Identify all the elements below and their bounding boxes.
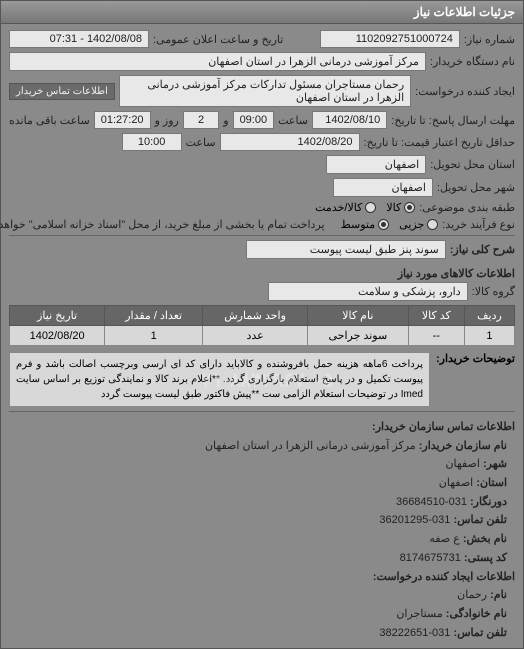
req-tel: 031-38222651	[379, 627, 450, 639]
table-header-row: ردیف کد کالا نام کالا واحد شمارش تعداد /…	[10, 306, 515, 326]
buyer-notes-text: پرداخت 6ماهه هزینه حمل بافروشنده و کالاب…	[9, 352, 430, 407]
th-qty: تعداد / مقدار	[105, 306, 203, 326]
fax-label: دورنگار:	[470, 496, 507, 508]
process-radio-group: جزیی متوسط	[341, 218, 439, 231]
contact-block: اطلاعات تماس سازمان خریدار: نام سازمان خ…	[9, 418, 515, 642]
tel: 031-36201295	[379, 514, 450, 526]
request-number-label: شماره نیاز:	[464, 33, 515, 46]
td-date: 1402/08/20	[10, 326, 105, 346]
panel-title: جزئیات اطلاعات نیاز	[1, 1, 523, 24]
radio-jozei[interactable]: جزیی	[399, 218, 438, 231]
org-name: مرکز آموزشی درمانی الزهرا در استان اصفها…	[205, 440, 416, 452]
req-tel-label: تلفن تماس:	[453, 627, 507, 639]
postal-label: کد پستی:	[464, 552, 507, 564]
buyer-notes-row: توضیحات خریدار: پرداخت 6ماهه هزینه حمل ب…	[9, 352, 515, 407]
th-name: نام کالا	[308, 306, 409, 326]
province-value: اصفهان	[326, 155, 426, 174]
validity-label: حداقل تاریخ اعتبار قیمت: تا تاریخ:	[364, 136, 515, 149]
city-label: شهر محل تحویل:	[437, 181, 515, 194]
radio-dot-icon	[427, 219, 438, 230]
time-label-2: ساعت	[186, 136, 216, 149]
radio-kala[interactable]: کالا	[386, 201, 415, 214]
divider	[9, 411, 515, 412]
province2-label: استان:	[476, 477, 507, 489]
city-value: اصفهان	[333, 178, 433, 197]
validity-time: 10:00	[122, 133, 182, 151]
goods-section-title: اطلاعات کالاهای مورد نیاز	[9, 267, 515, 280]
td-name: سوند جراحی	[308, 326, 409, 346]
category-radio-group: کالا کالا/خدمت	[315, 201, 415, 214]
divider	[9, 235, 515, 236]
td-qty: 1	[105, 326, 203, 346]
request-number: 1102092751000724	[320, 30, 460, 48]
org-name-label: نام سازمان خریدار:	[419, 440, 507, 452]
days-remaining: 2	[183, 111, 219, 129]
deadline-date: 1402/08/10	[312, 111, 387, 129]
requester-section-title: اطلاعات ایجاد کننده درخواست:	[373, 571, 515, 583]
fax: 031-36684510	[396, 496, 467, 508]
requester-label: ایجاد کننده درخواست:	[415, 85, 515, 98]
time-label-1: ساعت	[278, 114, 308, 127]
details-panel: جزئیات اطلاعات نیاز شماره نیاز: 11020927…	[0, 0, 524, 649]
first-name-label: نام:	[490, 589, 507, 601]
city2-label: شهر:	[483, 458, 507, 470]
th-row: ردیف	[464, 306, 514, 326]
contact-section-title: اطلاعات تماس سازمان خریدار:	[372, 421, 515, 433]
tel-label: تلفن تماس:	[453, 514, 507, 526]
requester-value: رحمان مستاجران مسئول تدارکات مرکز آموزشی…	[119, 75, 411, 107]
city2: اصفهان	[445, 458, 479, 470]
radio-khadamat[interactable]: کالا/خدمت	[315, 201, 376, 214]
buyer-notes-label: توضیحات خریدار:	[436, 352, 515, 407]
deadline-label: مهلت ارسال پاسخ: تا تاریخ:	[391, 114, 515, 127]
zone-label: نام بخش:	[463, 533, 507, 545]
group-value: دارو، پزشکی و سلامت	[268, 282, 468, 301]
panel-content: شماره نیاز: 1102092751000724 تاریخ و ساع…	[1, 24, 523, 648]
postal: 8174675731	[400, 552, 461, 564]
radio-dot-icon	[378, 219, 389, 230]
summary-value: سوند پنز طبق لیست پیوست	[246, 240, 446, 259]
buyer-contact-button[interactable]: اطلاعات تماس خریدار	[9, 83, 115, 100]
radio-motavaset[interactable]: متوسط	[341, 218, 390, 231]
th-unit: واحد شمارش	[203, 306, 308, 326]
table-row: 1 -- سوند جراحی عدد 1 1402/08/20	[10, 326, 515, 346]
summary-label: شرح کلی نیاز:	[450, 243, 515, 256]
group-label: گروه کالا:	[472, 285, 515, 298]
process-label: نوع فرآیند خرید:	[442, 218, 515, 231]
and-label: و	[223, 114, 228, 127]
days-remaining-label: روز و	[155, 114, 179, 127]
province2: اصفهان	[439, 477, 473, 489]
th-date: تاریخ نیاز	[10, 306, 105, 326]
td-code: --	[408, 326, 464, 346]
announce-label: تاریخ و ساعت اعلان عمومی:	[153, 33, 283, 46]
zone: ع صفه	[429, 533, 459, 545]
goods-table: ردیف کد کالا نام کالا واحد شمارش تعداد /…	[9, 305, 515, 346]
buyer-label: نام دستگاه خریدار:	[430, 55, 515, 68]
last-name-label: نام خانوادگی:	[446, 608, 507, 620]
payment-note: پرداخت تمام یا بخشی از مبلغ خرید، از محل…	[0, 218, 325, 231]
time-remaining: 01:27:20	[94, 111, 151, 129]
time-remaining-label: ساعت باقی مانده	[9, 114, 90, 127]
last-name: مستاجران	[396, 608, 442, 620]
td-unit: عدد	[203, 326, 308, 346]
deadline-time: 09:00	[233, 111, 275, 129]
buyer-value: مرکز آموزشی درمانی الزهرا در استان اصفها…	[9, 52, 426, 71]
th-code: کد کالا	[408, 306, 464, 326]
first-name: رحمان	[457, 589, 487, 601]
radio-dot-icon	[365, 202, 376, 213]
validity-date: 1402/08/20	[220, 133, 360, 151]
td-row: 1	[464, 326, 514, 346]
category-label: طبقه بندی موضوعی:	[419, 201, 515, 214]
announce-value: 1402/08/08 - 07:31	[9, 30, 149, 48]
province-label: استان محل تحویل:	[430, 158, 515, 171]
radio-dot-icon	[404, 202, 415, 213]
